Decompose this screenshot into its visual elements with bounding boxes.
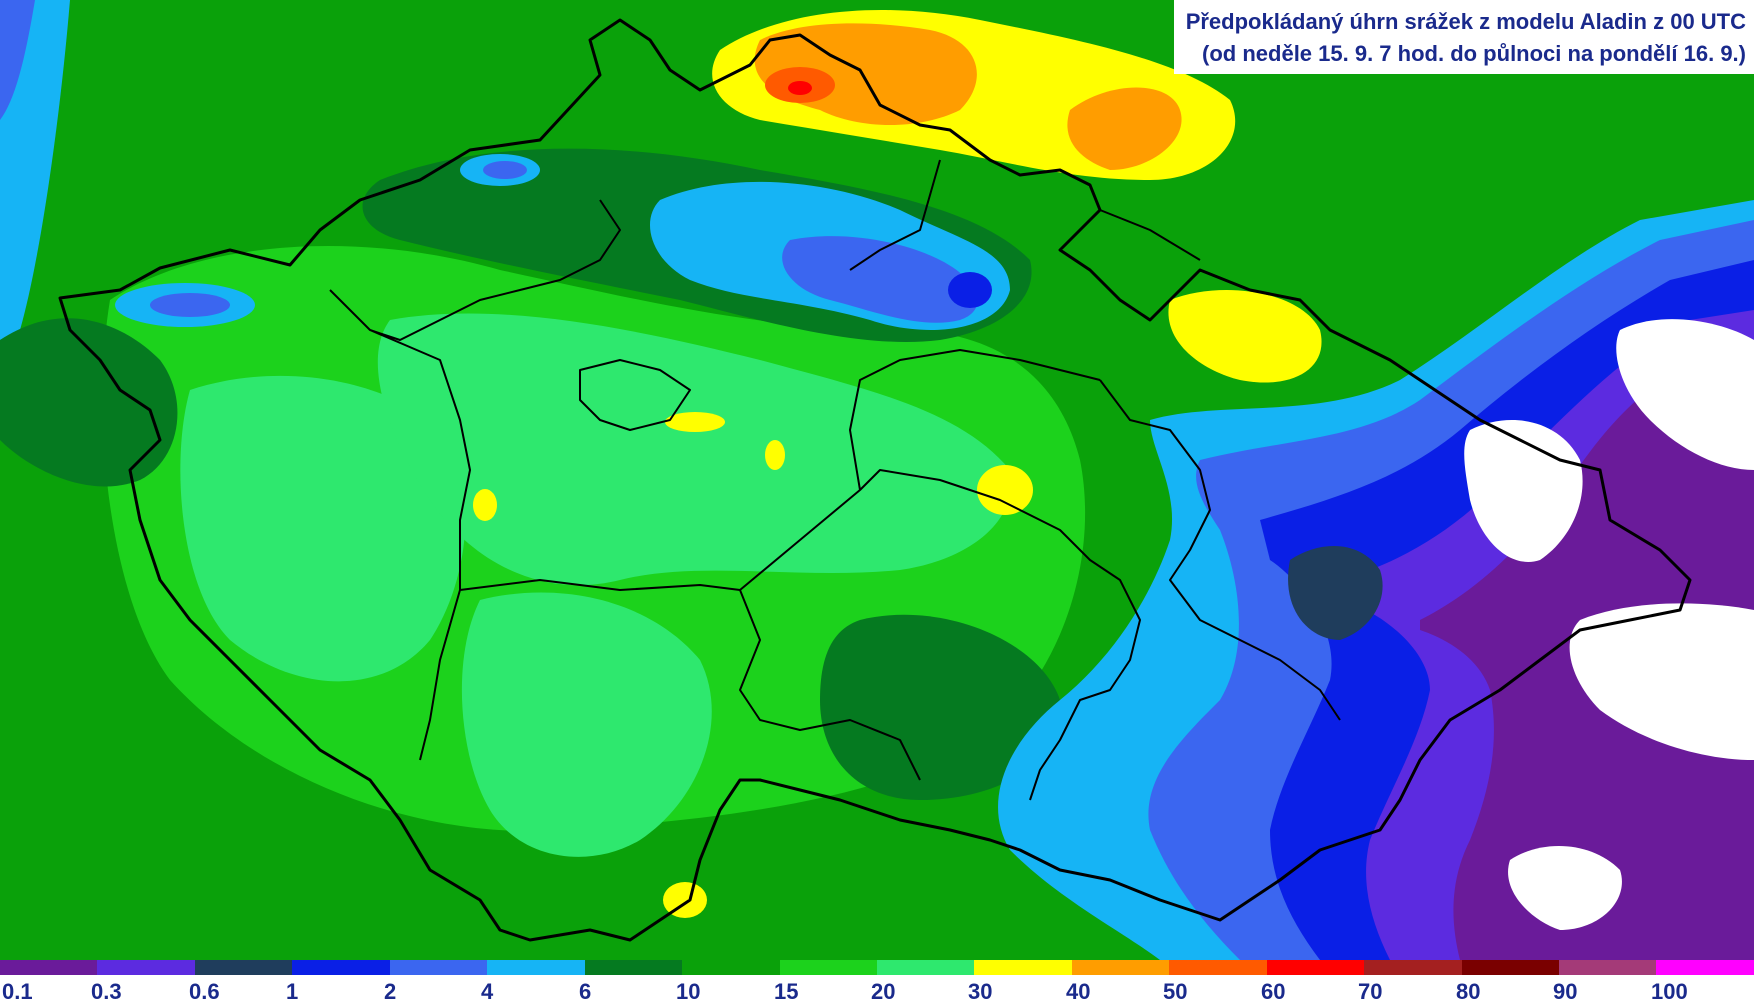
legend-label-14: 70 bbox=[1358, 979, 1383, 1004]
legend-labels: 0.1 0.3 0.6 1 2 4 6 10 15 20 30 40 50 60 70 80 90 100 bbox=[0, 975, 1754, 1006]
legend-label-8: 15 bbox=[774, 979, 799, 1004]
country-border bbox=[58, 18, 1692, 942]
legend-label-9: 20 bbox=[871, 979, 896, 1004]
legend-swatch-7 bbox=[682, 960, 780, 975]
legend-label-5: 4 bbox=[481, 979, 494, 1004]
map-title-box: Předpokládaný úhrn srážek z modelu Aladi… bbox=[1173, 0, 1754, 74]
precip-zone-orange-ne bbox=[1067, 87, 1182, 170]
legend-label-16: 90 bbox=[1553, 979, 1578, 1004]
legend-swatch-11 bbox=[1071, 960, 1170, 975]
legend-swatch-9 bbox=[876, 960, 975, 975]
precip-cell-blue-nw bbox=[483, 161, 527, 179]
legend-color-bar bbox=[0, 960, 1754, 975]
legend-label-17: 100 bbox=[1651, 979, 1688, 1004]
precip-zone-white-east-3 bbox=[1569, 603, 1754, 760]
legend-label-0: 0.1 bbox=[2, 979, 33, 1004]
legend-label-1: 0.3 bbox=[91, 979, 122, 1004]
region-borders bbox=[329, 159, 1341, 801]
legend-label-13: 60 bbox=[1261, 979, 1286, 1004]
precip-cell-yellow-center-3 bbox=[765, 440, 785, 470]
legend-swatch-0 bbox=[0, 960, 98, 975]
precip-cell-yellow-west bbox=[473, 489, 497, 521]
legend-swatch-15 bbox=[1461, 960, 1559, 975]
legend-label-15: 80 bbox=[1456, 979, 1481, 1004]
precip-zone-dark-green-south-east bbox=[820, 614, 1061, 800]
precip-zone-left-blue bbox=[0, 0, 35, 120]
map-title-line-2: (od neděle 15. 9. 7 hod. do půlnoci na p… bbox=[1202, 41, 1746, 66]
precip-zone-navy-east bbox=[1288, 546, 1383, 640]
legend-swatch-13 bbox=[1266, 960, 1365, 975]
precip-cell-red bbox=[788, 81, 812, 95]
precip-zone-yellow-ne bbox=[1168, 290, 1322, 383]
legend-swatch-14 bbox=[1364, 960, 1462, 975]
legend-label-11: 40 bbox=[1066, 979, 1091, 1004]
precip-cell-dark-blue-north bbox=[948, 272, 992, 308]
precip-zone-light-green-west bbox=[180, 375, 466, 682]
legend-swatch-2 bbox=[194, 960, 293, 975]
precip-cell-blue-west bbox=[150, 293, 230, 317]
legend-label-2: 0.6 bbox=[189, 979, 220, 1004]
precip-zone-blue-north bbox=[782, 236, 978, 323]
precip-cell-yellow-center-1 bbox=[665, 412, 725, 432]
map-title-line-1: Předpokládaný úhrn srážek z modelu Aladi… bbox=[1185, 9, 1746, 34]
precip-zone-dark-green-west bbox=[0, 318, 178, 487]
precip-zone-left-cyan bbox=[0, 0, 70, 340]
precip-zone-white-east-4 bbox=[1508, 846, 1622, 930]
legend-label-3: 1 bbox=[286, 979, 299, 1004]
legend-swatch-12 bbox=[1169, 960, 1267, 975]
legend-swatch-8 bbox=[779, 960, 877, 975]
legend-label-7: 10 bbox=[676, 979, 701, 1004]
precip-cell-yellow-center-2 bbox=[977, 465, 1033, 515]
legend-swatch-6 bbox=[584, 960, 683, 975]
legend-swatch-17 bbox=[1656, 960, 1754, 975]
precip-zone-white-east-2 bbox=[1616, 319, 1754, 470]
legend-label-12: 50 bbox=[1163, 979, 1188, 1004]
legend-swatch-4 bbox=[389, 960, 488, 975]
legend-swatch-1 bbox=[97, 960, 195, 975]
precipitation-map bbox=[0, 0, 1754, 960]
legend-label-4: 2 bbox=[384, 979, 397, 1004]
legend-swatch-3 bbox=[292, 960, 390, 975]
legend-swatch-16 bbox=[1559, 960, 1657, 975]
precipitation-legend: 0.1 0.3 0.6 1 2 4 6 10 15 20 30 40 50 60 70 80 90 100 bbox=[0, 960, 1754, 1006]
legend-swatch-5 bbox=[487, 960, 585, 975]
legend-swatch-10 bbox=[974, 960, 1072, 975]
legend-label-10: 30 bbox=[968, 979, 993, 1004]
legend-label-6: 6 bbox=[579, 979, 592, 1004]
precip-zone-light-green-central bbox=[377, 313, 1012, 586]
precip-zone-light-green-south bbox=[461, 592, 712, 857]
